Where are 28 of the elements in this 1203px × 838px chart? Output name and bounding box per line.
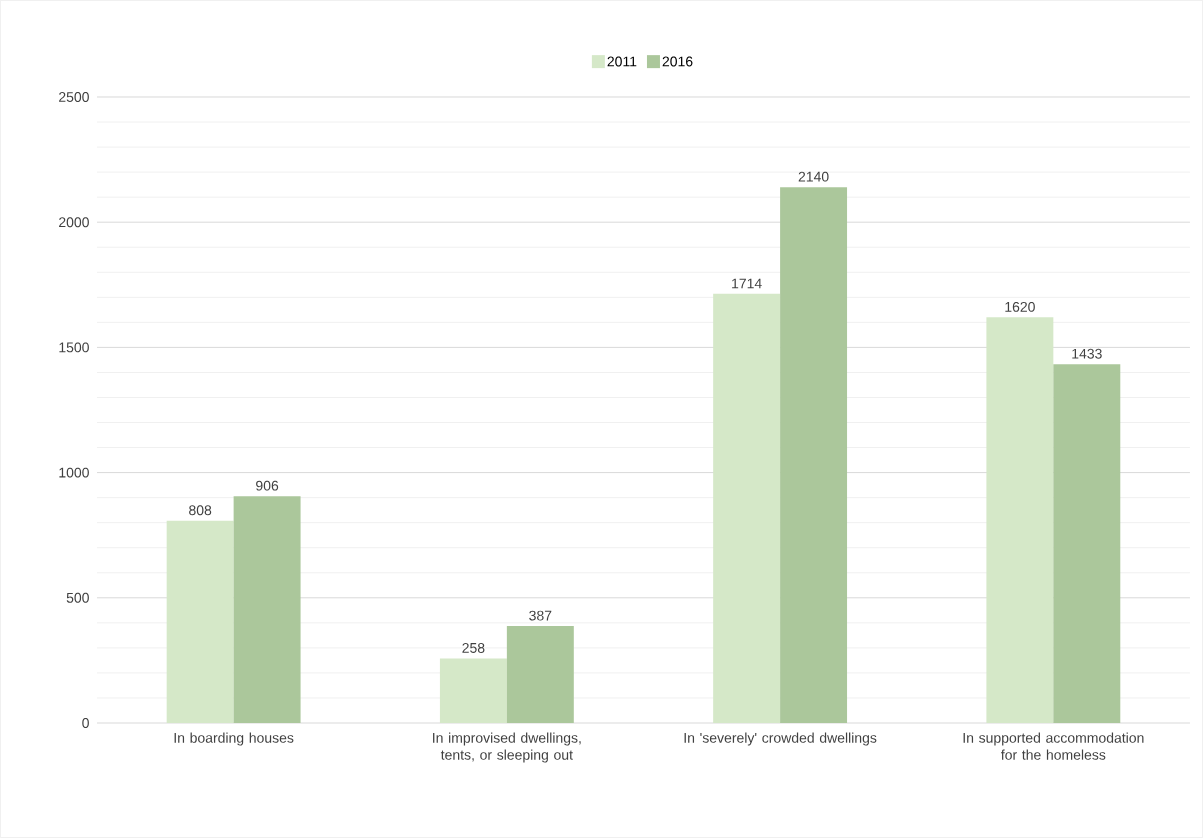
- data-label: 1433: [1072, 348, 1102, 359]
- legend-label: 2016: [662, 56, 693, 67]
- y-tick-label: 2000: [59, 217, 89, 228]
- bar: [233, 496, 301, 723]
- data-label: 1714: [732, 278, 762, 289]
- bar: [506, 626, 574, 723]
- bar: [439, 658, 507, 723]
- data-label: 906: [256, 480, 279, 491]
- legend-label: 2011: [607, 56, 637, 67]
- bar: [1053, 364, 1121, 723]
- bar: [986, 317, 1054, 723]
- y-tick-label: 2500: [59, 92, 89, 102]
- y-tick-label: 1500: [59, 342, 89, 353]
- x-tick-label: In supported accommodation for the homeless: [963, 732, 1144, 760]
- y-tick-label: 0: [82, 718, 89, 728]
- data-label: 258: [462, 642, 485, 653]
- x-tick-label: In boarding houses: [174, 732, 294, 746]
- x-tick-label: In 'severely' crowded dwellings: [684, 732, 877, 746]
- bar: [166, 520, 234, 723]
- bar: [780, 187, 848, 723]
- bar: [713, 293, 781, 723]
- x-tick-label: In improvised dwellings, tents, or sleeping out: [433, 732, 581, 763]
- data-label: 1620: [1005, 301, 1035, 312]
- data-label: 808: [189, 505, 212, 516]
- y-tick-label: 500: [66, 592, 89, 603]
- data-label: 387: [529, 610, 552, 621]
- y-tick-label: 1000: [59, 467, 89, 478]
- data-label: 2140: [798, 171, 829, 182]
